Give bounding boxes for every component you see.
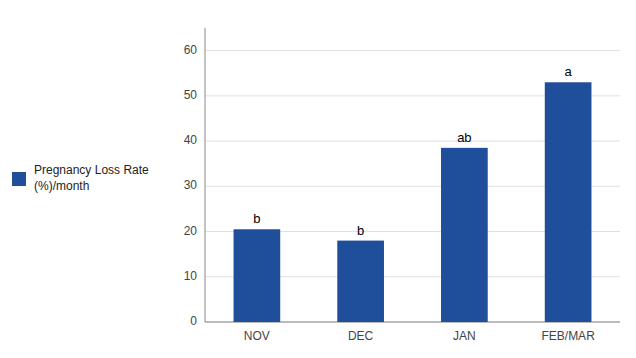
y-tick-label: 10 (184, 269, 198, 283)
bar (545, 82, 592, 322)
y-tick-label: 40 (184, 133, 198, 147)
y-tick-label: 20 (184, 224, 198, 238)
bar (234, 229, 281, 322)
y-tick-label: 0 (190, 314, 197, 328)
x-tick-label: NOV (244, 329, 270, 343)
y-tick-label: 60 (184, 43, 198, 57)
annotation: b (253, 211, 260, 226)
legend: Pregnancy Loss Rate(%)/month (12, 163, 149, 193)
annotation: ab (457, 130, 471, 145)
y-axis-line (205, 28, 206, 322)
x-tick-label: DEC (348, 329, 374, 343)
chart-container: 0 10 20 30 40 50 60 b b ab a NOV DEC JAN FEB/MAR Pregna… (0, 0, 636, 358)
bars (234, 82, 592, 322)
chart: 0 10 20 30 40 50 60 b b ab a NOV DEC JAN FEB/MAR Pregna… (0, 0, 636, 358)
bar (337, 241, 384, 322)
x-axis: NOV DEC JAN FEB/MAR (244, 329, 595, 343)
legend-label: Pregnancy Loss Rate(%)/month (34, 163, 149, 193)
y-axis: 0 10 20 30 40 50 60 (184, 43, 198, 328)
y-tick-label: 50 (184, 88, 198, 102)
grid-line (205, 50, 620, 51)
bar (441, 148, 488, 322)
annotation: a (565, 64, 573, 79)
x-tick-label: FEB/MAR (541, 329, 595, 343)
grid (205, 51, 620, 322)
legend-swatch (12, 172, 26, 186)
annotations: b b ab a (253, 64, 572, 237)
annotation: b (357, 223, 364, 238)
y-tick-label: 30 (184, 178, 198, 192)
x-tick-label: JAN (453, 329, 476, 343)
